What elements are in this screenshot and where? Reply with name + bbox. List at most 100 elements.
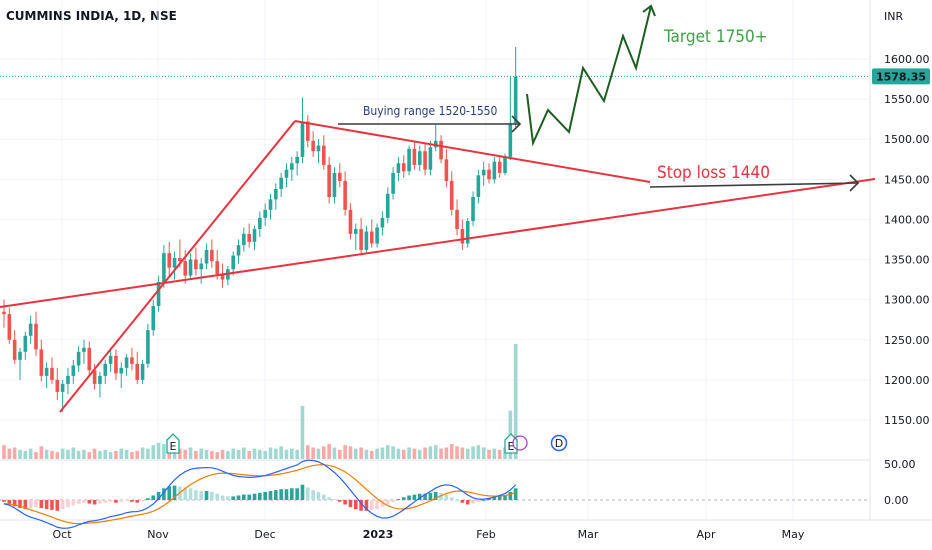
candle-body <box>327 164 331 197</box>
volume-bar <box>44 449 49 459</box>
macd-histogram-bar <box>353 500 358 509</box>
macd-histogram-bar <box>492 497 497 500</box>
macd-histogram-bar <box>401 497 406 500</box>
macd-histogram-bar <box>369 500 374 510</box>
macd-histogram-bar <box>199 491 204 500</box>
volume-bar <box>316 448 321 459</box>
macd-histogram-bar <box>407 495 411 500</box>
stop-arrow-head <box>849 174 860 192</box>
volume-bar <box>2 445 6 459</box>
macd-histogram-bar <box>87 500 92 504</box>
price-tick-label: 1250.00 <box>884 334 930 347</box>
macd-histogram-bar <box>364 500 369 511</box>
volume-bar <box>327 444 331 459</box>
candle-body <box>508 123 513 157</box>
candle-body <box>2 311 6 315</box>
volume-bar <box>71 447 76 459</box>
macd-histogram-bar <box>236 495 241 500</box>
candle-body <box>332 172 337 197</box>
macd-histogram-bar <box>300 484 305 500</box>
volume-bar <box>130 452 134 459</box>
macd-histogram-bar <box>290 488 294 500</box>
volume-bar <box>353 448 358 459</box>
earnings-marker-1[interactable]: E <box>166 433 180 454</box>
macd-histogram-bar <box>60 500 65 509</box>
macd-histogram-bar <box>135 500 140 503</box>
macd-histogram-bar <box>455 500 459 501</box>
macd-histogram-bar <box>423 493 427 500</box>
macd-histogram-bar <box>114 500 118 503</box>
candle-body <box>433 140 438 148</box>
candle-body <box>130 357 134 364</box>
macd-histogram-bar <box>226 496 230 500</box>
macd-histogram-bar <box>332 499 337 500</box>
volume-bar <box>50 450 54 459</box>
candle-body <box>369 231 374 244</box>
candle-body <box>513 76 518 124</box>
macd-histogram-bar <box>23 500 28 509</box>
price-axis: 1150.00 1200.00 1250.00 1300.00 1350.00 1400.… <box>884 53 930 427</box>
volume-bar <box>306 445 310 459</box>
volume-bar <box>343 445 347 459</box>
macd-histogram-bar <box>476 500 481 502</box>
macd-histogram-bar <box>433 491 438 500</box>
candle-body <box>263 209 267 218</box>
macd-histogram-bar <box>412 494 417 500</box>
macd-histogram-bar <box>385 500 390 505</box>
price-tick-label: 1500.00 <box>884 133 930 146</box>
svg-text:E: E <box>508 440 515 453</box>
macd-histogram-bar <box>103 500 108 503</box>
volume-bar <box>210 450 214 459</box>
macd-histogram-bar <box>140 500 145 501</box>
macd-histogram-bar <box>316 491 321 500</box>
candle-body <box>268 199 273 210</box>
dividend-marker[interactable]: D <box>550 434 568 452</box>
candle-body <box>108 355 113 364</box>
candle-body <box>476 175 481 197</box>
macd-histogram-bar <box>183 487 188 500</box>
volume-bar <box>391 446 395 459</box>
macd-histogram-bar <box>263 491 267 500</box>
macd-histogram-bar <box>247 494 251 500</box>
price-tick-label: 1150.00 <box>884 414 930 427</box>
candle-body <box>401 163 406 172</box>
volume-bar <box>66 449 70 459</box>
macd-histogram-bar <box>268 491 273 500</box>
candle-body <box>151 306 156 331</box>
macd-histogram-bar <box>258 492 262 500</box>
macd-histogram-bar <box>34 500 38 508</box>
last-price-tag: 1578.35 <box>872 68 930 85</box>
time-tick-label: Mar <box>578 528 599 541</box>
volume-bar <box>364 449 369 459</box>
candle-body <box>375 227 379 244</box>
volume-bar <box>279 446 283 459</box>
candle-body <box>60 383 65 392</box>
volume-bar <box>231 448 235 459</box>
split-marker[interactable] <box>512 435 528 451</box>
macd-histogram-bar <box>66 500 70 508</box>
candle-body <box>178 257 182 262</box>
candle-body <box>316 145 321 152</box>
target-label: Target 1750+ <box>663 27 768 47</box>
macd-histogram-bar <box>39 500 44 509</box>
macd-histogram-bar <box>188 488 193 500</box>
price-tick-label: 1600.00 <box>884 53 930 66</box>
volume-bar <box>465 448 470 459</box>
volume-bar <box>433 445 438 459</box>
candle-body <box>236 245 241 256</box>
macd-histogram-bar <box>337 500 342 502</box>
macd-histogram-bar <box>343 500 347 505</box>
candle-body <box>407 148 411 172</box>
volume-bar <box>87 452 92 459</box>
macd-histogram-bar <box>513 488 518 500</box>
macd-histogram-bar <box>146 498 150 500</box>
buy-arrow-head <box>511 115 522 133</box>
candle-body <box>337 172 342 181</box>
currency-label: INR <box>884 10 903 23</box>
macd-histogram-bar <box>439 492 443 500</box>
volume-bar <box>417 449 422 459</box>
volume-bar <box>119 448 124 459</box>
macd-histogram-bar <box>231 496 235 500</box>
price-tick-label: 1450.00 <box>884 173 930 186</box>
